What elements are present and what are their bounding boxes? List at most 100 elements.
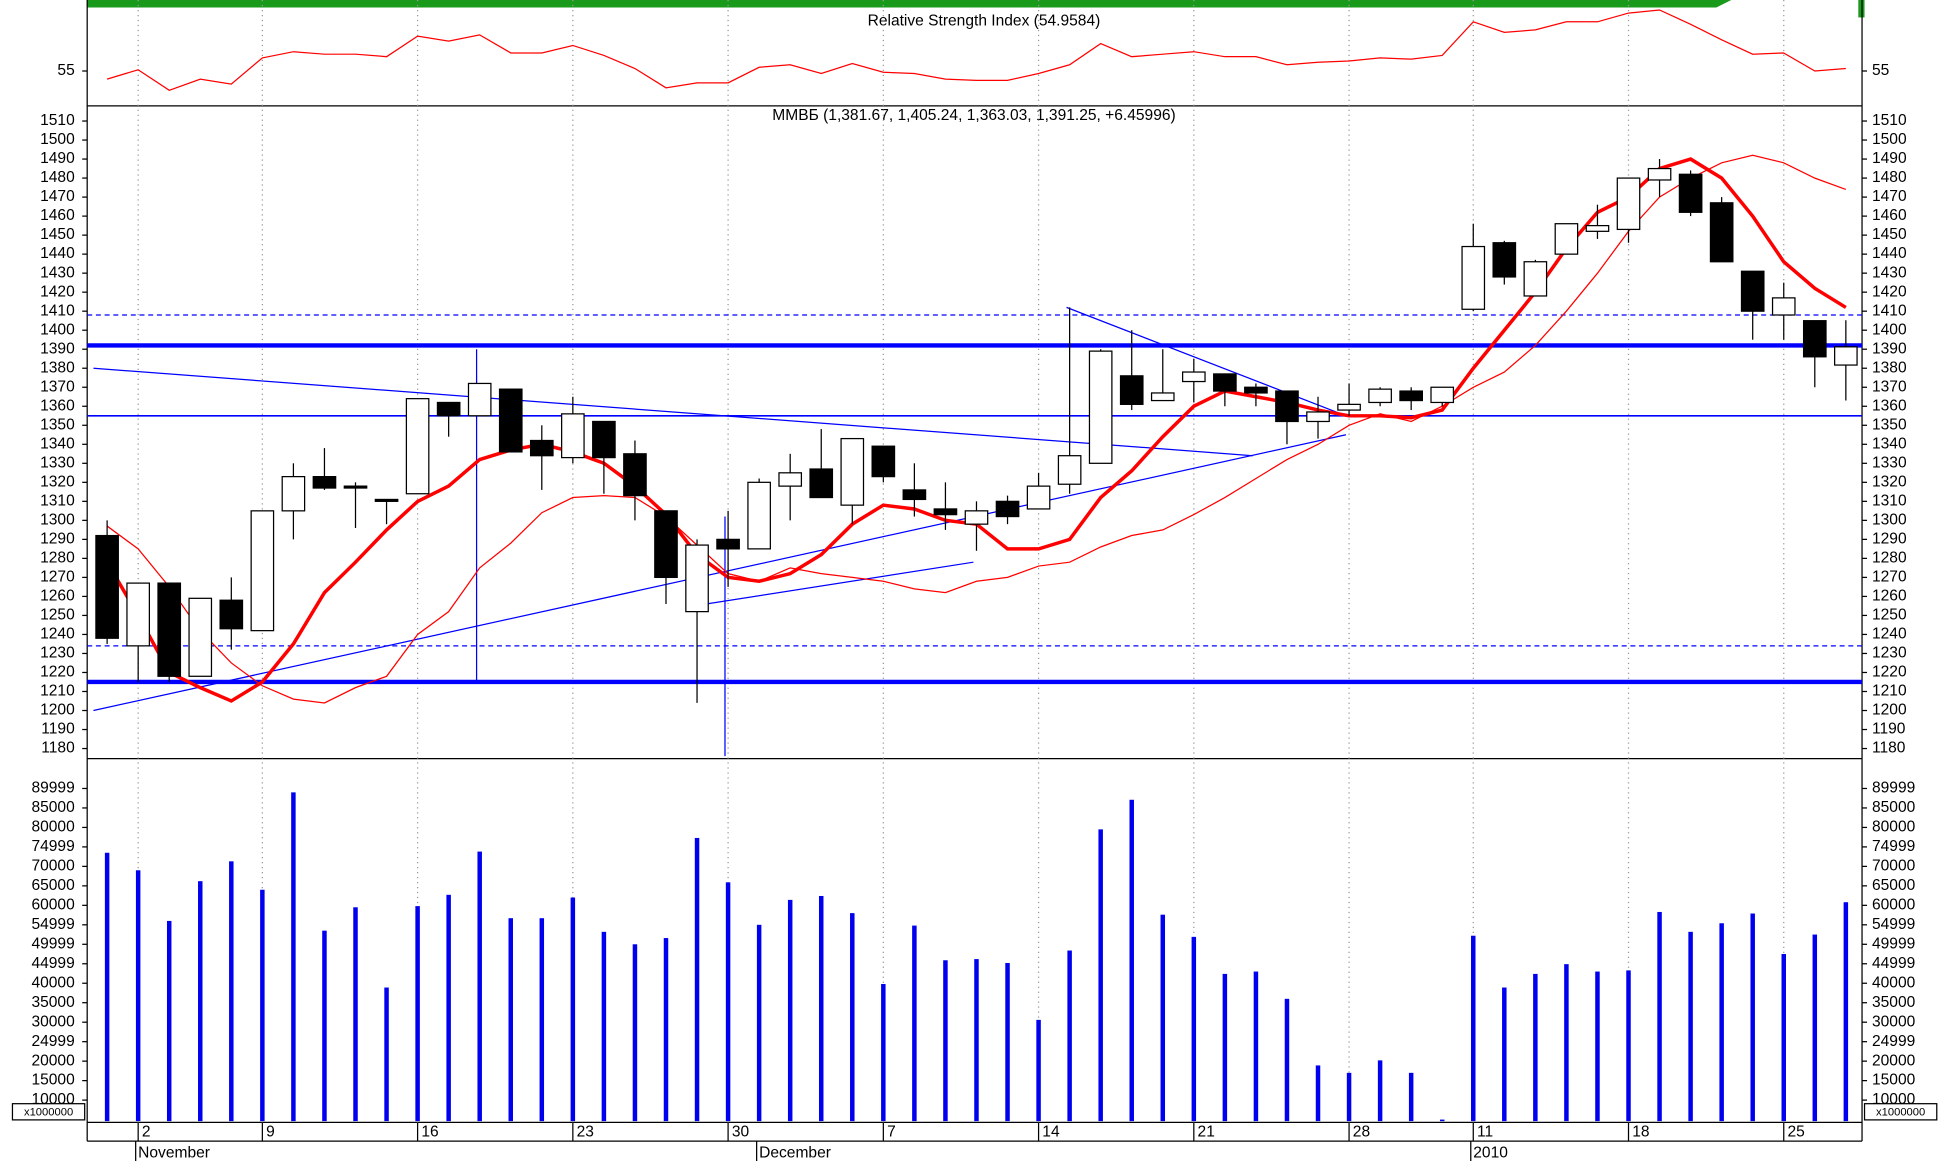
candle-body [623, 453, 647, 497]
y-tick-label: 1390 [1872, 340, 1907, 357]
y-tick-label: 1440 [1872, 245, 1907, 262]
candle-body [654, 510, 678, 579]
candle-body [95, 534, 119, 639]
y-tick-label: 1330 [1872, 454, 1907, 471]
candle-body [840, 437, 865, 506]
y-tick-label: 1360 [1872, 397, 1907, 414]
candle-body [343, 485, 368, 489]
volume-bar [787, 899, 793, 1122]
y-tick-label: 60000 [1872, 896, 1916, 913]
volume-bar [912, 925, 917, 1122]
volume-bar [291, 792, 296, 1122]
volume-bar [1471, 935, 1476, 1122]
volume-bar [1408, 1072, 1414, 1122]
volume-bar [166, 920, 172, 1122]
candle-body [1088, 350, 1113, 464]
volume-bar [943, 960, 948, 1122]
volume-bar [1036, 1019, 1041, 1122]
candle-body [1834, 346, 1858, 366]
candle-body [1771, 297, 1796, 316]
y-tick-label: 1380 [40, 359, 75, 376]
candle-body [436, 401, 461, 417]
y-tick-label: 1310 [1872, 492, 1907, 509]
y-tick-label: 1500 [40, 131, 75, 148]
month-label: November [138, 1145, 210, 1161]
y-tick-label: 85000 [31, 799, 75, 816]
y-tick-label: 1250 [40, 607, 75, 624]
y-tick-label: 1410 [1872, 302, 1907, 319]
y-tick-label: 1490 [1872, 150, 1907, 167]
candle-body [1337, 403, 1361, 411]
y-tick-label: 1370 [1872, 378, 1907, 395]
y-tick-label: 1290 [1872, 530, 1907, 547]
y-tick-label: 44999 [1872, 955, 1915, 972]
x-tick-label: 25 [1787, 1123, 1804, 1140]
volume-bar [1502, 987, 1507, 1122]
x-tick-label: 16 [421, 1123, 438, 1140]
candle-body [1119, 375, 1144, 405]
volume-bar [1843, 902, 1849, 1122]
volume-bar [1067, 950, 1072, 1122]
candle-body [219, 599, 244, 630]
y-tick-label: 1420 [1872, 283, 1907, 300]
volume-bar [1781, 954, 1786, 1122]
candle-body [716, 538, 740, 550]
candle-body [157, 582, 182, 677]
candle-body [1585, 224, 1610, 232]
y-tick-label: 1500 [1872, 131, 1907, 148]
x-tick-label: 11 [1477, 1123, 1493, 1140]
volume-bar [1346, 1072, 1352, 1122]
y-tick-label: 1370 [40, 378, 75, 395]
candle-body [747, 481, 771, 550]
volume-bar [198, 881, 203, 1122]
y-tick-label: 89999 [31, 780, 74, 797]
volume-bar [1160, 914, 1166, 1122]
month-label: December [759, 1145, 831, 1161]
y-tick-label: 24999 [1872, 1033, 1915, 1050]
y-tick-label: 15000 [1872, 1072, 1916, 1089]
y-tick-label: 1250 [1872, 607, 1907, 624]
header-bar [87, 0, 1732, 8]
y-tick-label: 1380 [1872, 359, 1907, 376]
moving-average [105, 157, 1847, 703]
y-tick-label: 1260 [40, 588, 75, 605]
volume-bar [1191, 936, 1197, 1122]
volume-bar [1626, 970, 1631, 1122]
volume-bar [1284, 998, 1290, 1122]
volume-bar [818, 895, 824, 1122]
volume-bar [570, 897, 576, 1122]
y-tick-label: 1240 [40, 626, 75, 643]
y-tick-label: 1200 [1872, 702, 1907, 719]
volume-bar [1098, 829, 1103, 1122]
x-tick-label: 9 [266, 1123, 275, 1140]
y-tick-label: 1350 [1872, 416, 1907, 433]
y-tick-label: 55 [57, 62, 74, 79]
candle-body [1306, 411, 1330, 423]
volume-bar [1315, 1065, 1321, 1122]
y-tick-label: 85000 [1872, 799, 1916, 816]
candle-body [1244, 386, 1268, 394]
y-tick-label: 55 [1872, 62, 1889, 79]
volume-bar [694, 837, 700, 1122]
volume-bar [1533, 973, 1538, 1122]
y-tick-label: 1270 [40, 569, 75, 586]
y-tick-label: 20000 [31, 1052, 75, 1069]
y-tick-label: 1350 [40, 416, 75, 433]
candle-body [126, 582, 150, 647]
x-tick-label: 21 [1198, 1123, 1215, 1140]
candle-body [250, 510, 275, 632]
volume-bar [881, 984, 886, 1122]
y-tick-label: 65000 [31, 877, 75, 894]
y-tick-label: 1200 [40, 702, 75, 719]
volume-bar [1222, 973, 1228, 1122]
candle-body [902, 489, 927, 501]
y-tick-label: 1190 [1872, 721, 1906, 738]
y-tick-label: 1280 [40, 549, 75, 566]
candle-body [995, 500, 1020, 518]
y-tick-label: 1210 [1872, 683, 1907, 700]
candle-body [1709, 202, 1734, 263]
candle-body [685, 544, 709, 613]
y-tick-label: 35000 [31, 994, 75, 1011]
trendline [1066, 306, 1347, 417]
